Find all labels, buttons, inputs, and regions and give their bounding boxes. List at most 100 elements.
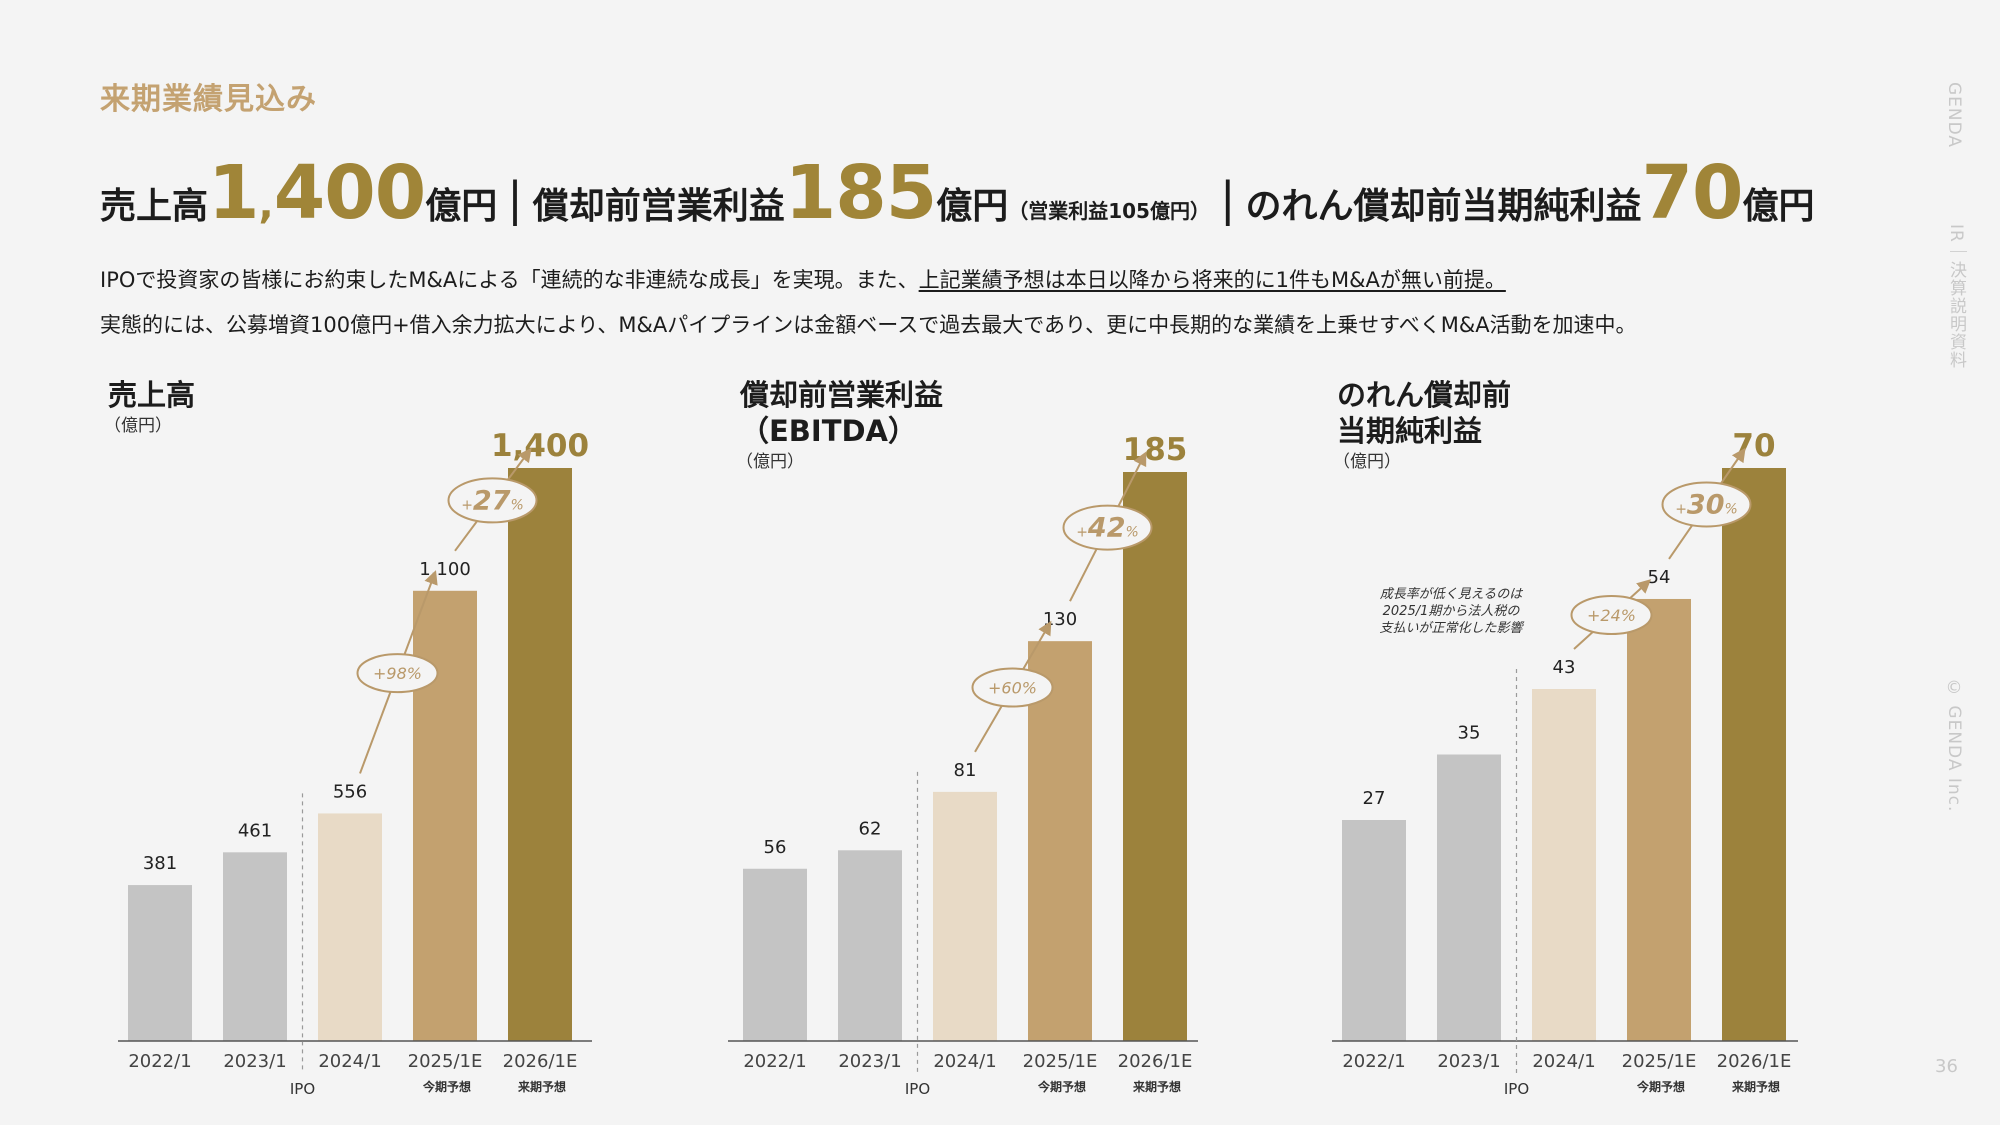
headline-sales-value-b: 400 <box>273 150 426 236</box>
growth-number: 60 <box>1001 679 1021 698</box>
headline: 売上高 1 , 400 億円 | 償却前営業利益 185 億円 （営業利益105… <box>100 150 1900 250</box>
x-tick-label: 2025/1E <box>1622 1051 1697 1072</box>
x-sub-label: 今期予想 <box>1636 1079 1685 1094</box>
data-label: 1,400 <box>491 428 589 464</box>
x-tick-label: 2022/1 <box>128 1051 191 1072</box>
growth-sign: + <box>1076 525 1088 541</box>
data-label: 556 <box>333 781 367 802</box>
data-label: 43 <box>1553 657 1576 678</box>
x-tick-label: 2026/1E <box>503 1051 578 1072</box>
growth-oval <box>1062 504 1153 551</box>
data-label: 35 <box>1458 723 1481 744</box>
section-title: 来期業績見込み <box>100 82 317 117</box>
bar <box>1722 468 1786 1041</box>
headline-ebitda-value: 185 <box>784 150 937 236</box>
x-tick-label: 2024/1 <box>1532 1051 1595 1072</box>
x-tick-label: 2022/1 <box>743 1051 806 1072</box>
x-tick-label: 2024/1 <box>933 1051 996 1072</box>
x-sub-label: 来期予想 <box>1731 1079 1780 1094</box>
growth-number: 27 <box>473 485 511 516</box>
x-tick-label: 2023/1 <box>223 1051 286 1072</box>
growth-oval <box>447 477 538 524</box>
growth-number: 98 <box>386 664 406 683</box>
x-sub-label: 今期予想 <box>422 1079 471 1094</box>
growth-oval <box>356 653 439 694</box>
description-line-2: 実態的には、公募増資100億円+借入余力拡大により、M&Aパイプラインは金額ベー… <box>100 313 1637 337</box>
bar <box>223 852 287 1041</box>
growth-number: 42 <box>1087 513 1126 544</box>
chart-annotation-line: 支払いが正常化した影響 <box>1379 620 1524 636</box>
chart-title-line: （EBITDA） <box>740 414 917 448</box>
description-line-1-underlined: 上記業績予想は本日以降から将来的に1件もM&Aが無い前提。 <box>918 268 1506 292</box>
growth-sign: + <box>373 664 386 683</box>
growth-percent: % <box>1621 606 1636 625</box>
ipo-label: IPO <box>905 1080 930 1098</box>
growth-number: 24 <box>1600 606 1620 625</box>
growth-oval <box>971 667 1054 708</box>
growth-percent: % <box>1725 501 1738 517</box>
chart-annotation-line: 成長率が低く見えるのは <box>1380 586 1524 602</box>
description-line-1: IPOで投資家の皆様にお約束したM&Aによる「連続的な非連続な成長」を実現。また… <box>100 264 1900 294</box>
headline-ebitda-unit: 億円 <box>936 186 1009 227</box>
headline-ebitda-label: 償却前営業利益 <box>532 186 785 227</box>
description-line-1-main: IPOで投資家の皆様にお約束したM&Aによる「連続的な非連続な成長」を実現。また… <box>100 268 919 292</box>
bar <box>743 868 807 1041</box>
bar <box>128 885 192 1041</box>
growth-rate-label: +24% <box>1587 606 1636 625</box>
headline-ebitda-note: （営業利益105億円） <box>1008 199 1210 223</box>
page-number: 36 <box>1935 1056 1958 1077</box>
growth-rate-label: +98% <box>373 664 422 683</box>
data-label: 461 <box>238 820 272 841</box>
growth-sign: + <box>461 497 473 513</box>
growth-oval <box>1570 594 1653 635</box>
side-copyright: © GENDA Inc. <box>1944 678 1964 813</box>
bar <box>838 850 902 1041</box>
growth-rate-label: +27% <box>461 485 524 516</box>
bar <box>933 791 997 1041</box>
growth-sign: + <box>988 679 1001 698</box>
headline-separator-1: | <box>507 172 523 226</box>
growth-oval <box>1661 481 1752 528</box>
x-tick-label: 2025/1E <box>408 1051 483 1072</box>
bar <box>1532 689 1596 1041</box>
headline-net-value: 70 <box>1641 150 1743 236</box>
x-tick-label: 2026/1E <box>1118 1051 1193 1072</box>
headline-separator-2: | <box>1219 172 1236 226</box>
data-label: 54 <box>1648 567 1671 588</box>
x-sub-label: 今期予想 <box>1037 1079 1086 1094</box>
data-label: 381 <box>143 853 177 874</box>
x-tick-label: 2023/1 <box>838 1051 901 1072</box>
bar <box>1437 754 1501 1041</box>
growth-sign: + <box>1675 501 1687 517</box>
bar <box>1028 641 1092 1041</box>
data-label: 81 <box>954 760 977 781</box>
side-brand: GENDA <box>1944 82 1964 149</box>
bar <box>1342 819 1406 1041</box>
chart-panel-2: 償却前営業利益（EBITDA） （億円） IPO 2022/1 2023/1 2024/1… <box>728 378 1198 1098</box>
ipo-label: IPO <box>1504 1080 1529 1098</box>
chart-unit-label: （億円） <box>1333 452 1401 472</box>
headline-sales-label: 売上高 <box>100 186 209 227</box>
growth-percent: % <box>1126 525 1139 541</box>
headline-sales-value-a: 1 <box>208 150 259 236</box>
growth-percent: % <box>1022 679 1037 698</box>
headline-net-unit: 億円 <box>1742 186 1815 227</box>
bar <box>1123 472 1187 1041</box>
ipo-label: IPO <box>290 1080 315 1098</box>
data-label: 62 <box>859 818 882 839</box>
headline-net-label: のれん償却前当期純利益 <box>1245 186 1642 227</box>
x-sub-label: 来期予想 <box>517 1079 566 1094</box>
chart-title-line: のれん償却前 <box>1337 378 1511 412</box>
chart-unit-label: （億円） <box>736 452 804 472</box>
x-tick-label: 2023/1 <box>1437 1051 1500 1072</box>
growth-percent: % <box>511 497 524 513</box>
chart-panel-3: のれん償却前当期純利益 （億円） IPO 2022/1 2023/1 2024/1 2025… <box>1332 378 1798 1098</box>
growth-rate-label: +60% <box>988 679 1037 698</box>
x-tick-label: 2024/1 <box>318 1051 381 1072</box>
data-label: 27 <box>1363 788 1386 809</box>
headline-sales-unit: 億円 <box>425 186 498 227</box>
data-label: 185 <box>1123 432 1188 468</box>
bar <box>508 468 572 1041</box>
chart-title-line: 償却前営業利益 <box>739 378 943 412</box>
